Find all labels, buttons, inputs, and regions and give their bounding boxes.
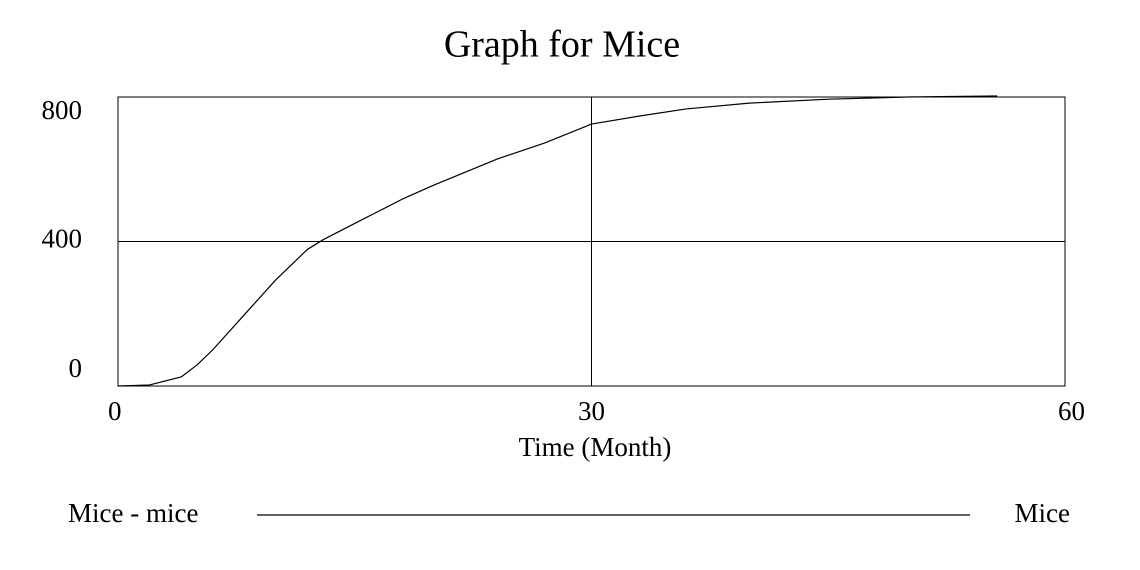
- x-tick-label: 0: [108, 396, 122, 426]
- y-tick-label: 800: [42, 95, 83, 125]
- y-tick-label: 400: [42, 224, 83, 254]
- y-tick-label: 0: [69, 353, 83, 383]
- x-tick-label: 60: [1058, 396, 1085, 426]
- legend-units: Mice: [1015, 498, 1070, 528]
- legend-label: Mice - mice: [68, 498, 198, 528]
- x-tick-label: 30: [578, 396, 605, 426]
- chart-title: Graph for Mice: [444, 24, 680, 66]
- x-axis-label: Time (Month): [519, 432, 672, 462]
- data-line: [117, 95, 998, 387]
